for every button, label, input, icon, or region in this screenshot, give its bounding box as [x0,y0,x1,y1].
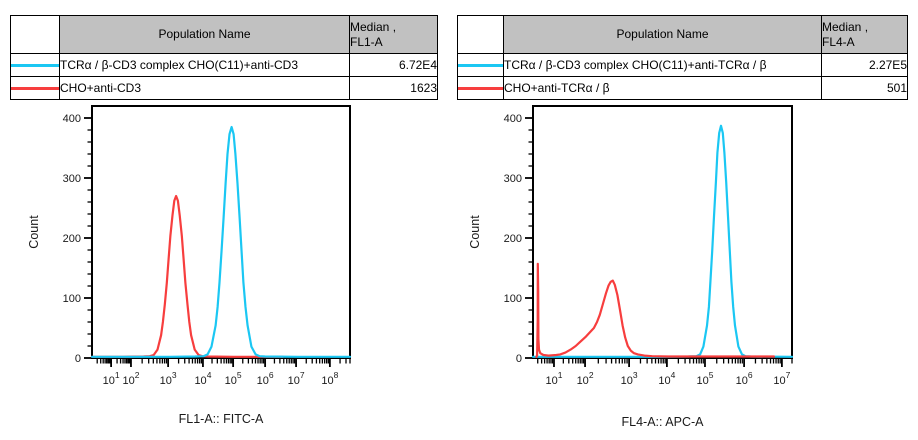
x-tick-label: 108 [321,370,338,387]
y-tick-label: 300 [504,173,522,185]
x-axis-label: FL1-A:: FITC-A [179,412,264,426]
legend-table-right: Population Name Median , FL4-A TCRα / β-… [457,15,908,100]
median-value-cell: 1623 [349,76,438,100]
y-tick-label: 0 [516,353,522,365]
x-tick-label: 106 [257,370,274,387]
plot-border [91,105,351,359]
x-tick-label: 107 [773,370,790,387]
median-value-cell: 501 [821,76,908,100]
y-tick-label: 300 [63,173,81,185]
median-value-cell: 6.72E4 [349,53,438,77]
series-color-swatch-cell [10,76,60,100]
population-name-cell: CHO+anti-CD3 [59,76,350,100]
legend-row: CHO+anti-CD3 1623 [10,76,438,100]
x-tick-label: 106 [736,370,753,387]
x-tick-label: 101 [545,370,562,387]
legend-row: CHO+anti-TCRα / β 501 [457,76,908,100]
median-value-cell: 2.27E5 [821,53,908,77]
y-tick-label: 400 [504,113,522,125]
y-tick-label: 100 [504,293,522,305]
series-color-swatch [11,86,59,90]
population-name-cell: CHO+anti-TCRα / β [503,76,822,100]
plot-border [532,105,793,359]
histogram-panel: 0 100 200 300 400 101 102 103 104 105 106 107 Count F… [468,105,794,429]
histogram-curve [535,262,776,358]
median-header: Median , FL1-A [349,15,438,54]
series-color-swatch-cell [457,53,504,77]
series-color-swatch [458,86,503,90]
histogram-curve [90,125,352,358]
x-tick-label: 105 [225,370,242,387]
median-header: Median , FL4-A [821,15,908,54]
x-tick-label: 104 [194,370,211,387]
legend-row: TCRα / β-CD3 complex CHO(C11)+anti-CD3 6.… [10,53,438,77]
legend-row: TCRα / β-CD3 complex CHO(C11)+anti-TCRα … [457,53,908,77]
y-tick-label: 100 [63,293,81,305]
population-name-header: Population Name [503,15,822,54]
series-color-swatch [11,63,59,67]
y-tick-label: 200 [504,233,522,245]
x-tick-label: 104 [658,370,675,387]
x-axis-label: FL4-A:: APC-A [622,415,705,429]
y-tick-label: 400 [63,113,81,125]
legend-header-row: Population Name Median , FL1-A [10,15,438,54]
y-tick-label: 200 [63,233,81,245]
legend-header-row: Population Name Median , FL4-A [457,15,908,54]
histogram-curve [531,124,794,358]
x-tick-label: 103 [160,370,177,387]
y-tick-label: 0 [75,353,81,365]
series-color-swatch-cell [10,53,60,77]
count-axis-label: Count [27,215,41,249]
count-axis-label: Count [468,215,482,249]
series-color-swatch-cell [457,76,504,100]
population-name-header: Population Name [59,15,350,54]
x-tick-label: 102 [122,370,139,387]
x-tick-label: 101 [103,370,120,387]
x-tick-label: 105 [696,370,713,387]
x-tick-label: 107 [288,370,305,387]
series-color-swatch [458,63,503,67]
swatch-column-header [10,15,60,54]
histogram-curve [90,194,284,358]
swatch-column-header [457,15,504,54]
histogram-panel: 0 100 200 300 400 101 102 103 104 105 106 107 108 Cou… [27,105,352,426]
population-name-cell: TCRα / β-CD3 complex CHO(C11)+anti-TCRα … [503,53,822,77]
x-tick-label: 102 [577,370,594,387]
population-name-cell: TCRα / β-CD3 complex CHO(C11)+anti-CD3 [59,53,350,77]
x-tick-label: 103 [621,370,638,387]
legend-table-left: Population Name Median , FL1-A TCRα / β-… [10,15,438,100]
